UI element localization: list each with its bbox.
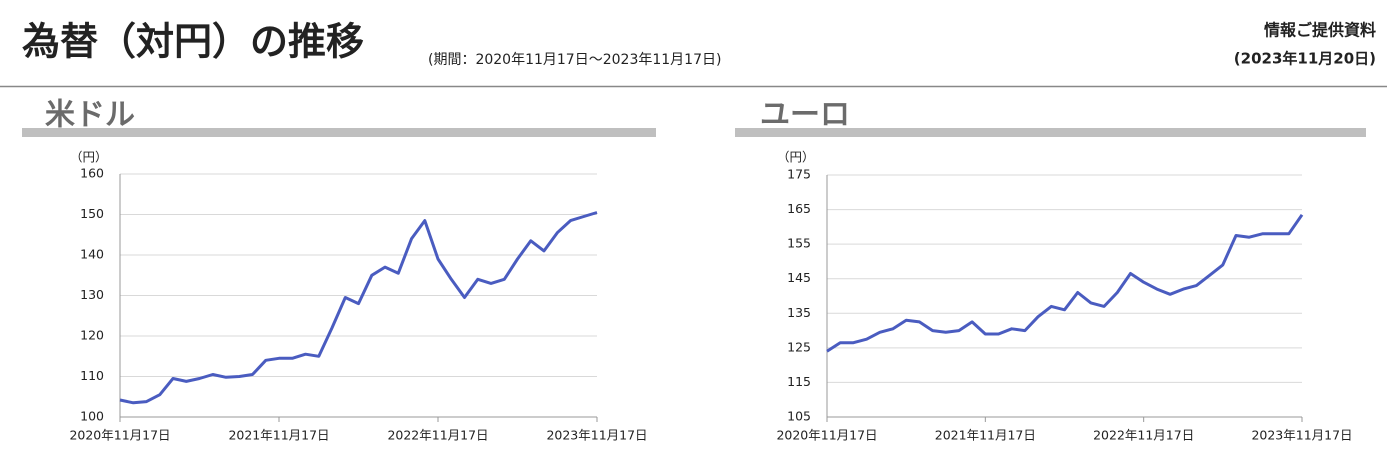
x-tick-label: 2022年11月17日 xyxy=(387,428,488,443)
y-tick-label: 110 xyxy=(80,368,104,383)
x-tick-label: 2021年11月17日 xyxy=(228,428,329,443)
y-tick-label: 165 xyxy=(787,201,811,216)
y-tick-label: 160 xyxy=(80,166,104,181)
note: 情報ご提供資料 xyxy=(1264,21,1376,40)
x-tick-label: 2021年11月17日 xyxy=(935,428,1036,443)
price-line xyxy=(119,211,598,405)
y-tick-label: 100 xyxy=(80,409,104,424)
x-tick-label: 2020年11月17日 xyxy=(69,428,170,443)
y-tick-label: 135 xyxy=(787,305,811,320)
y-tick-label: 175 xyxy=(787,167,811,182)
x-tick-label: 2022年11月17日 xyxy=(1093,428,1194,443)
heading-bar xyxy=(22,128,656,137)
y-tick-label: 150 xyxy=(80,206,104,221)
chart-title: 米ドル xyxy=(45,98,135,133)
y-tick-label: 155 xyxy=(787,236,811,251)
x-tick-label: 2020年11月17日 xyxy=(776,428,877,443)
y-tick-label: 125 xyxy=(787,339,811,354)
price-line xyxy=(826,213,1304,353)
y-tick-label: 140 xyxy=(80,247,104,262)
y-tick-label: 105 xyxy=(787,409,811,424)
y-unit: （円） xyxy=(70,150,108,165)
page-title: 為替（対円）の推移 xyxy=(22,20,364,64)
chart-title: ユーロ xyxy=(760,98,850,133)
y-unit: （円） xyxy=(777,150,815,165)
x-tick-label: 2023年11月17日 xyxy=(546,428,647,443)
y-tick-label: 115 xyxy=(787,374,811,389)
heading-bar xyxy=(735,128,1366,137)
report-date: (2023年11月20日) xyxy=(1234,50,1376,68)
y-tick-label: 120 xyxy=(80,328,104,343)
y-tick-label: 130 xyxy=(80,287,104,302)
x-tick-label: 2023年11月17日 xyxy=(1251,428,1352,443)
period: (期間：2020年11月17日～2023年11月17日) xyxy=(428,52,721,68)
y-tick-label: 145 xyxy=(787,270,811,285)
